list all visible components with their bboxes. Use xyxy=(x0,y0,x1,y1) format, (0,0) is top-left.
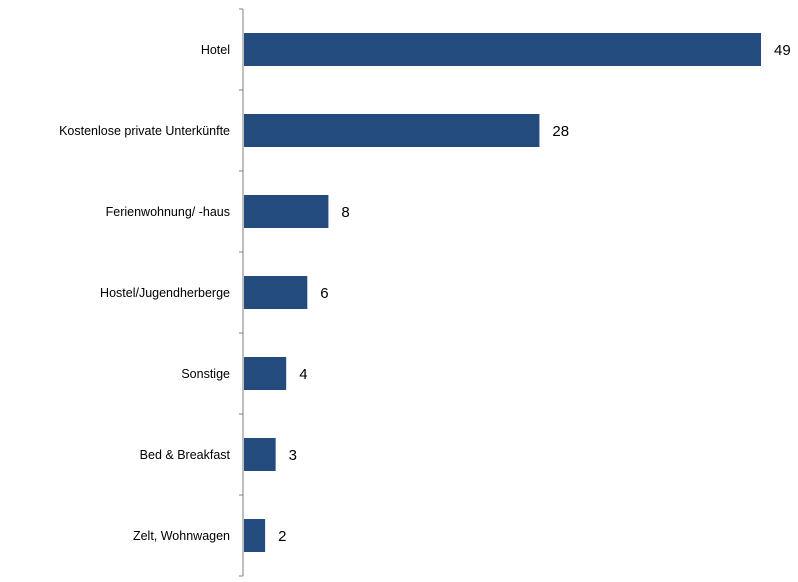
bar xyxy=(244,195,329,228)
category-label: Hotel xyxy=(201,43,230,57)
value-label: 3 xyxy=(289,447,297,464)
value-label: 2 xyxy=(278,528,286,545)
bar xyxy=(244,357,287,390)
category-label: Zelt, Wohnwagen xyxy=(133,529,230,543)
category-label: Kostenlose private Unterkünfte xyxy=(59,124,230,138)
category-label: Ferienwohnung/ -haus xyxy=(106,205,230,219)
bars xyxy=(244,33,761,552)
bar xyxy=(244,276,308,309)
bar xyxy=(244,114,540,147)
value-label: 4 xyxy=(299,366,307,383)
value-labels: 49 28 8 6 4 3 2 xyxy=(278,42,791,545)
value-label: 8 xyxy=(341,204,349,221)
bar xyxy=(244,33,761,66)
category-labels: Hotel Kostenlose private Unterkünfte Ferie… xyxy=(59,43,230,543)
bar xyxy=(244,519,266,552)
category-label: Sonstige xyxy=(181,367,230,381)
category-axis xyxy=(239,8,244,577)
category-label: Bed & Breakfast xyxy=(140,448,231,462)
value-label: 28 xyxy=(552,123,569,140)
category-label: Hostel/Jugendherberge xyxy=(100,286,230,300)
value-label: 6 xyxy=(320,285,328,302)
bar xyxy=(244,438,276,471)
value-label: 49 xyxy=(774,42,791,59)
